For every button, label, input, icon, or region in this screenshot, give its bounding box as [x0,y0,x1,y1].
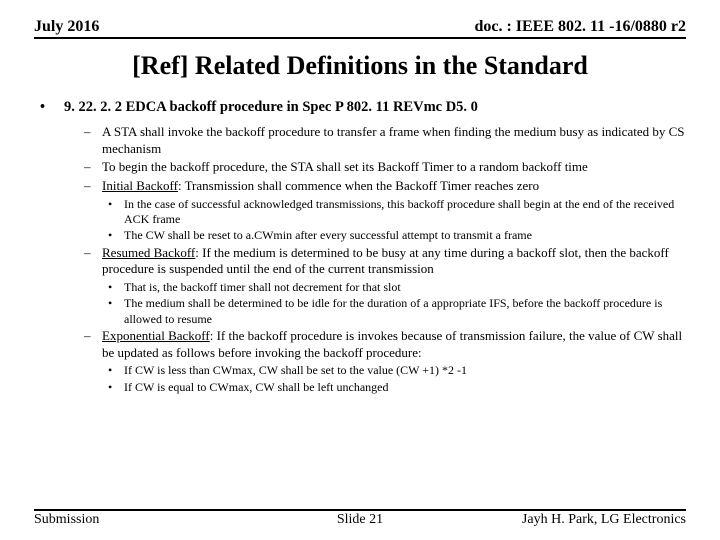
dash-icon: – [84,159,102,176]
bullet-dot-icon: • [108,197,124,228]
dash-icon: – [84,178,102,195]
level2-text: Initial Backoff: Transmission shall comm… [102,178,539,195]
footer-center: Slide 21 [337,512,383,528]
level3-item: •The medium shall be determined to be id… [108,296,686,327]
level2-list: –A STA shall invoke the backoff procedur… [40,124,686,395]
level3-list: •In the case of successful acknowledged … [84,197,686,244]
level3-text: The CW shall be reset to a.CWmin after e… [124,228,532,243]
section-heading: • 9. 22. 2. 2 EDCA backoff procedure in … [40,99,686,116]
level2-item: –Exponential Backoff: If the backoff pro… [84,328,686,361]
level3-text: The medium shall be determined to be idl… [124,296,686,327]
level2-item: –A STA shall invoke the backoff procedur… [84,124,686,157]
level3-text: That is, the backoff timer shall not dec… [124,280,401,295]
level2-text: To begin the backoff procedure, the STA … [102,159,588,176]
section-heading-text: 9. 22. 2. 2 EDCA backoff procedure in Sp… [64,99,478,116]
level2-text: Resumed Backoff: If the medium is determ… [102,245,686,278]
level3-item: •The CW shall be reset to a.CWmin after … [108,228,686,243]
bullet-dot-icon: • [108,280,124,295]
level3-list: •If CW is less than CWmax, CW shall be s… [84,363,686,395]
page-title: [Ref] Related Definitions in the Standar… [34,51,686,81]
level3-item: •That is, the backoff timer shall not de… [108,280,686,295]
level2-text: A STA shall invoke the backoff procedure… [102,124,686,157]
level2-text: Exponential Backoff: If the backoff proc… [102,328,686,361]
header: July 2016 doc. : IEEE 802. 11 -16/0880 r… [34,18,686,39]
footer-right: Jayh H. Park, LG Electronics [522,512,686,528]
footer: Submission Slide 21 Jayh H. Park, LG Ele… [34,509,686,528]
level2-item: –Initial Backoff: Transmission shall com… [84,178,686,195]
level3-text: If CW is equal to CWmax, CW shall be lef… [124,380,389,395]
footer-left: Submission [34,512,99,528]
bullet-dot-icon: • [108,228,124,243]
dash-icon: – [84,245,102,278]
level3-item: •If CW is equal to CWmax, CW shall be le… [108,380,686,395]
level3-item: •If CW is less than CWmax, CW shall be s… [108,363,686,378]
level3-list: •That is, the backoff timer shall not de… [84,280,686,327]
bullet-dot: • [40,99,64,116]
level3-text: If CW is less than CWmax, CW shall be se… [124,363,467,378]
level2-item: –To begin the backoff procedure, the STA… [84,159,686,176]
header-doc: doc. : IEEE 802. 11 -16/0880 r2 [474,18,686,36]
header-date: July 2016 [34,18,99,36]
bullet-dot-icon: • [108,296,124,327]
level3-text: In the case of successful acknowledged t… [124,197,686,228]
bullet-dot-icon: • [108,363,124,378]
content: • 9. 22. 2. 2 EDCA backoff procedure in … [34,99,686,395]
dash-icon: – [84,124,102,157]
level2-item: –Resumed Backoff: If the medium is deter… [84,245,686,278]
bullet-dot-icon: • [108,380,124,395]
dash-icon: – [84,328,102,361]
level3-item: •In the case of successful acknowledged … [108,197,686,228]
